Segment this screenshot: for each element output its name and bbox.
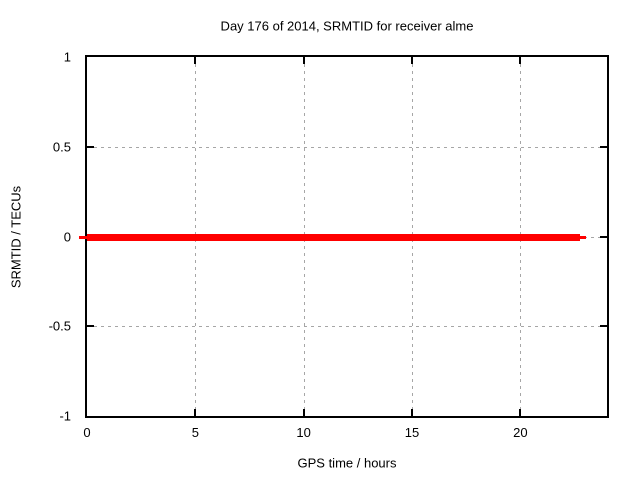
x-tick-label: 20 [513, 425, 528, 440]
y-tick-label: -1 [59, 408, 71, 424]
x-tick-mark [302, 57, 305, 64]
chart-title: Day 176 of 2014, SRMTID for receiver alm… [220, 18, 474, 34]
y-tick-mark [87, 145, 94, 148]
x-tick-label: 10 [296, 425, 311, 440]
data-line [87, 233, 580, 241]
y-tick-label: 0 [63, 229, 71, 244]
y-tick-mark [87, 325, 94, 328]
y-tick-label: 1 [63, 49, 71, 65]
x-tick-mark [302, 409, 305, 416]
x-axis-label: GPS time / hours [297, 455, 397, 471]
x-tick-mark [411, 409, 413, 416]
x-tick-mark [194, 409, 197, 416]
x-tick-mark [194, 57, 197, 64]
y-tick-label: 0.5 [52, 139, 71, 155]
x-tick-label: 15 [404, 425, 420, 440]
y-tick-mark [600, 325, 607, 328]
y-tick-mark [600, 235, 607, 238]
x-tick-label: 0 [83, 425, 91, 440]
x-tick-mark [411, 57, 413, 64]
plot-area: 0 5 10 15 20 1 0.5 0 -0.5 -1 [49, 50, 609, 440]
x-tick-mark [519, 57, 522, 64]
y-tick-label: -0.5 [48, 318, 71, 334]
gridline-horizontal [87, 146, 607, 148]
gridline-horizontal [87, 326, 607, 328]
x-tick-label: 5 [191, 425, 199, 440]
y-axis-label: SRMTID / TECUs [8, 185, 24, 289]
y-tick-mark [600, 145, 607, 148]
x-tick-mark [519, 409, 522, 416]
